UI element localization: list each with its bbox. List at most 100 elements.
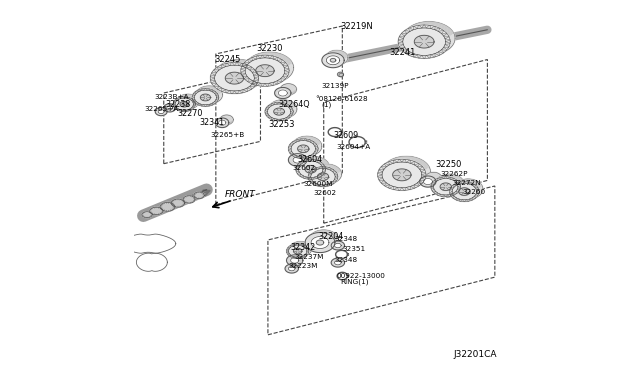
- Polygon shape: [333, 50, 337, 53]
- Polygon shape: [273, 53, 278, 56]
- Polygon shape: [328, 231, 332, 234]
- Polygon shape: [429, 183, 435, 187]
- Polygon shape: [234, 62, 239, 65]
- Polygon shape: [314, 140, 318, 142]
- Polygon shape: [243, 88, 248, 92]
- Polygon shape: [323, 167, 326, 169]
- Polygon shape: [425, 22, 431, 25]
- Polygon shape: [228, 122, 232, 126]
- Polygon shape: [332, 50, 336, 53]
- Polygon shape: [248, 56, 254, 59]
- Polygon shape: [150, 207, 163, 215]
- Polygon shape: [427, 183, 433, 187]
- Polygon shape: [255, 67, 260, 70]
- Polygon shape: [431, 183, 436, 187]
- Polygon shape: [423, 182, 429, 186]
- Polygon shape: [317, 158, 322, 161]
- Polygon shape: [444, 36, 449, 39]
- Polygon shape: [193, 92, 197, 94]
- Polygon shape: [278, 90, 287, 96]
- Polygon shape: [437, 176, 442, 179]
- Polygon shape: [298, 137, 301, 140]
- Text: 32238: 32238: [166, 100, 191, 109]
- Polygon shape: [216, 121, 220, 124]
- Polygon shape: [405, 26, 410, 31]
- Polygon shape: [337, 51, 340, 53]
- Polygon shape: [241, 68, 246, 71]
- Polygon shape: [321, 172, 324, 174]
- Polygon shape: [332, 166, 336, 169]
- Polygon shape: [478, 185, 482, 188]
- Polygon shape: [269, 102, 273, 105]
- Polygon shape: [196, 88, 200, 91]
- Polygon shape: [285, 59, 290, 62]
- Text: 32260: 32260: [462, 189, 485, 195]
- Polygon shape: [396, 157, 402, 160]
- Polygon shape: [233, 60, 238, 62]
- Polygon shape: [211, 81, 216, 84]
- Polygon shape: [394, 157, 400, 160]
- Polygon shape: [316, 141, 320, 144]
- Polygon shape: [439, 175, 444, 178]
- Polygon shape: [456, 180, 460, 183]
- Text: 32241: 32241: [389, 48, 415, 57]
- Polygon shape: [436, 176, 440, 179]
- Polygon shape: [327, 51, 331, 54]
- Polygon shape: [442, 174, 446, 177]
- Polygon shape: [398, 25, 450, 58]
- Polygon shape: [443, 174, 447, 177]
- Polygon shape: [291, 90, 296, 94]
- Polygon shape: [300, 157, 303, 159]
- Polygon shape: [436, 179, 442, 183]
- Polygon shape: [188, 94, 191, 97]
- Polygon shape: [399, 36, 404, 39]
- Polygon shape: [300, 241, 303, 244]
- Polygon shape: [216, 64, 222, 68]
- Polygon shape: [333, 167, 338, 170]
- Polygon shape: [477, 183, 481, 186]
- Polygon shape: [422, 182, 428, 186]
- Polygon shape: [283, 65, 288, 68]
- Polygon shape: [287, 102, 291, 104]
- Polygon shape: [269, 82, 273, 86]
- Polygon shape: [420, 180, 426, 184]
- Polygon shape: [307, 137, 311, 139]
- Polygon shape: [435, 23, 440, 26]
- Polygon shape: [227, 123, 232, 126]
- Polygon shape: [436, 176, 440, 179]
- Polygon shape: [290, 255, 293, 257]
- Polygon shape: [305, 157, 310, 160]
- Polygon shape: [342, 54, 346, 57]
- Polygon shape: [435, 177, 438, 180]
- Polygon shape: [193, 91, 197, 94]
- Polygon shape: [476, 183, 480, 186]
- Polygon shape: [424, 183, 430, 187]
- Polygon shape: [438, 24, 444, 28]
- Polygon shape: [246, 57, 252, 61]
- Polygon shape: [425, 183, 431, 187]
- Polygon shape: [398, 156, 404, 159]
- Polygon shape: [256, 68, 261, 72]
- Polygon shape: [287, 94, 292, 98]
- Polygon shape: [293, 242, 297, 244]
- Polygon shape: [282, 95, 288, 99]
- Polygon shape: [388, 158, 394, 162]
- Polygon shape: [432, 180, 436, 183]
- Polygon shape: [453, 182, 457, 185]
- Polygon shape: [248, 62, 253, 66]
- Polygon shape: [427, 183, 433, 187]
- Polygon shape: [309, 137, 314, 140]
- Polygon shape: [244, 61, 250, 64]
- Polygon shape: [333, 235, 337, 238]
- Polygon shape: [422, 182, 428, 186]
- Polygon shape: [324, 53, 328, 56]
- Polygon shape: [334, 167, 338, 170]
- Polygon shape: [343, 54, 347, 57]
- Polygon shape: [292, 106, 296, 109]
- Polygon shape: [217, 123, 221, 126]
- Polygon shape: [193, 100, 196, 102]
- Polygon shape: [396, 157, 401, 160]
- Polygon shape: [288, 93, 294, 97]
- Polygon shape: [179, 95, 183, 97]
- Polygon shape: [252, 64, 257, 68]
